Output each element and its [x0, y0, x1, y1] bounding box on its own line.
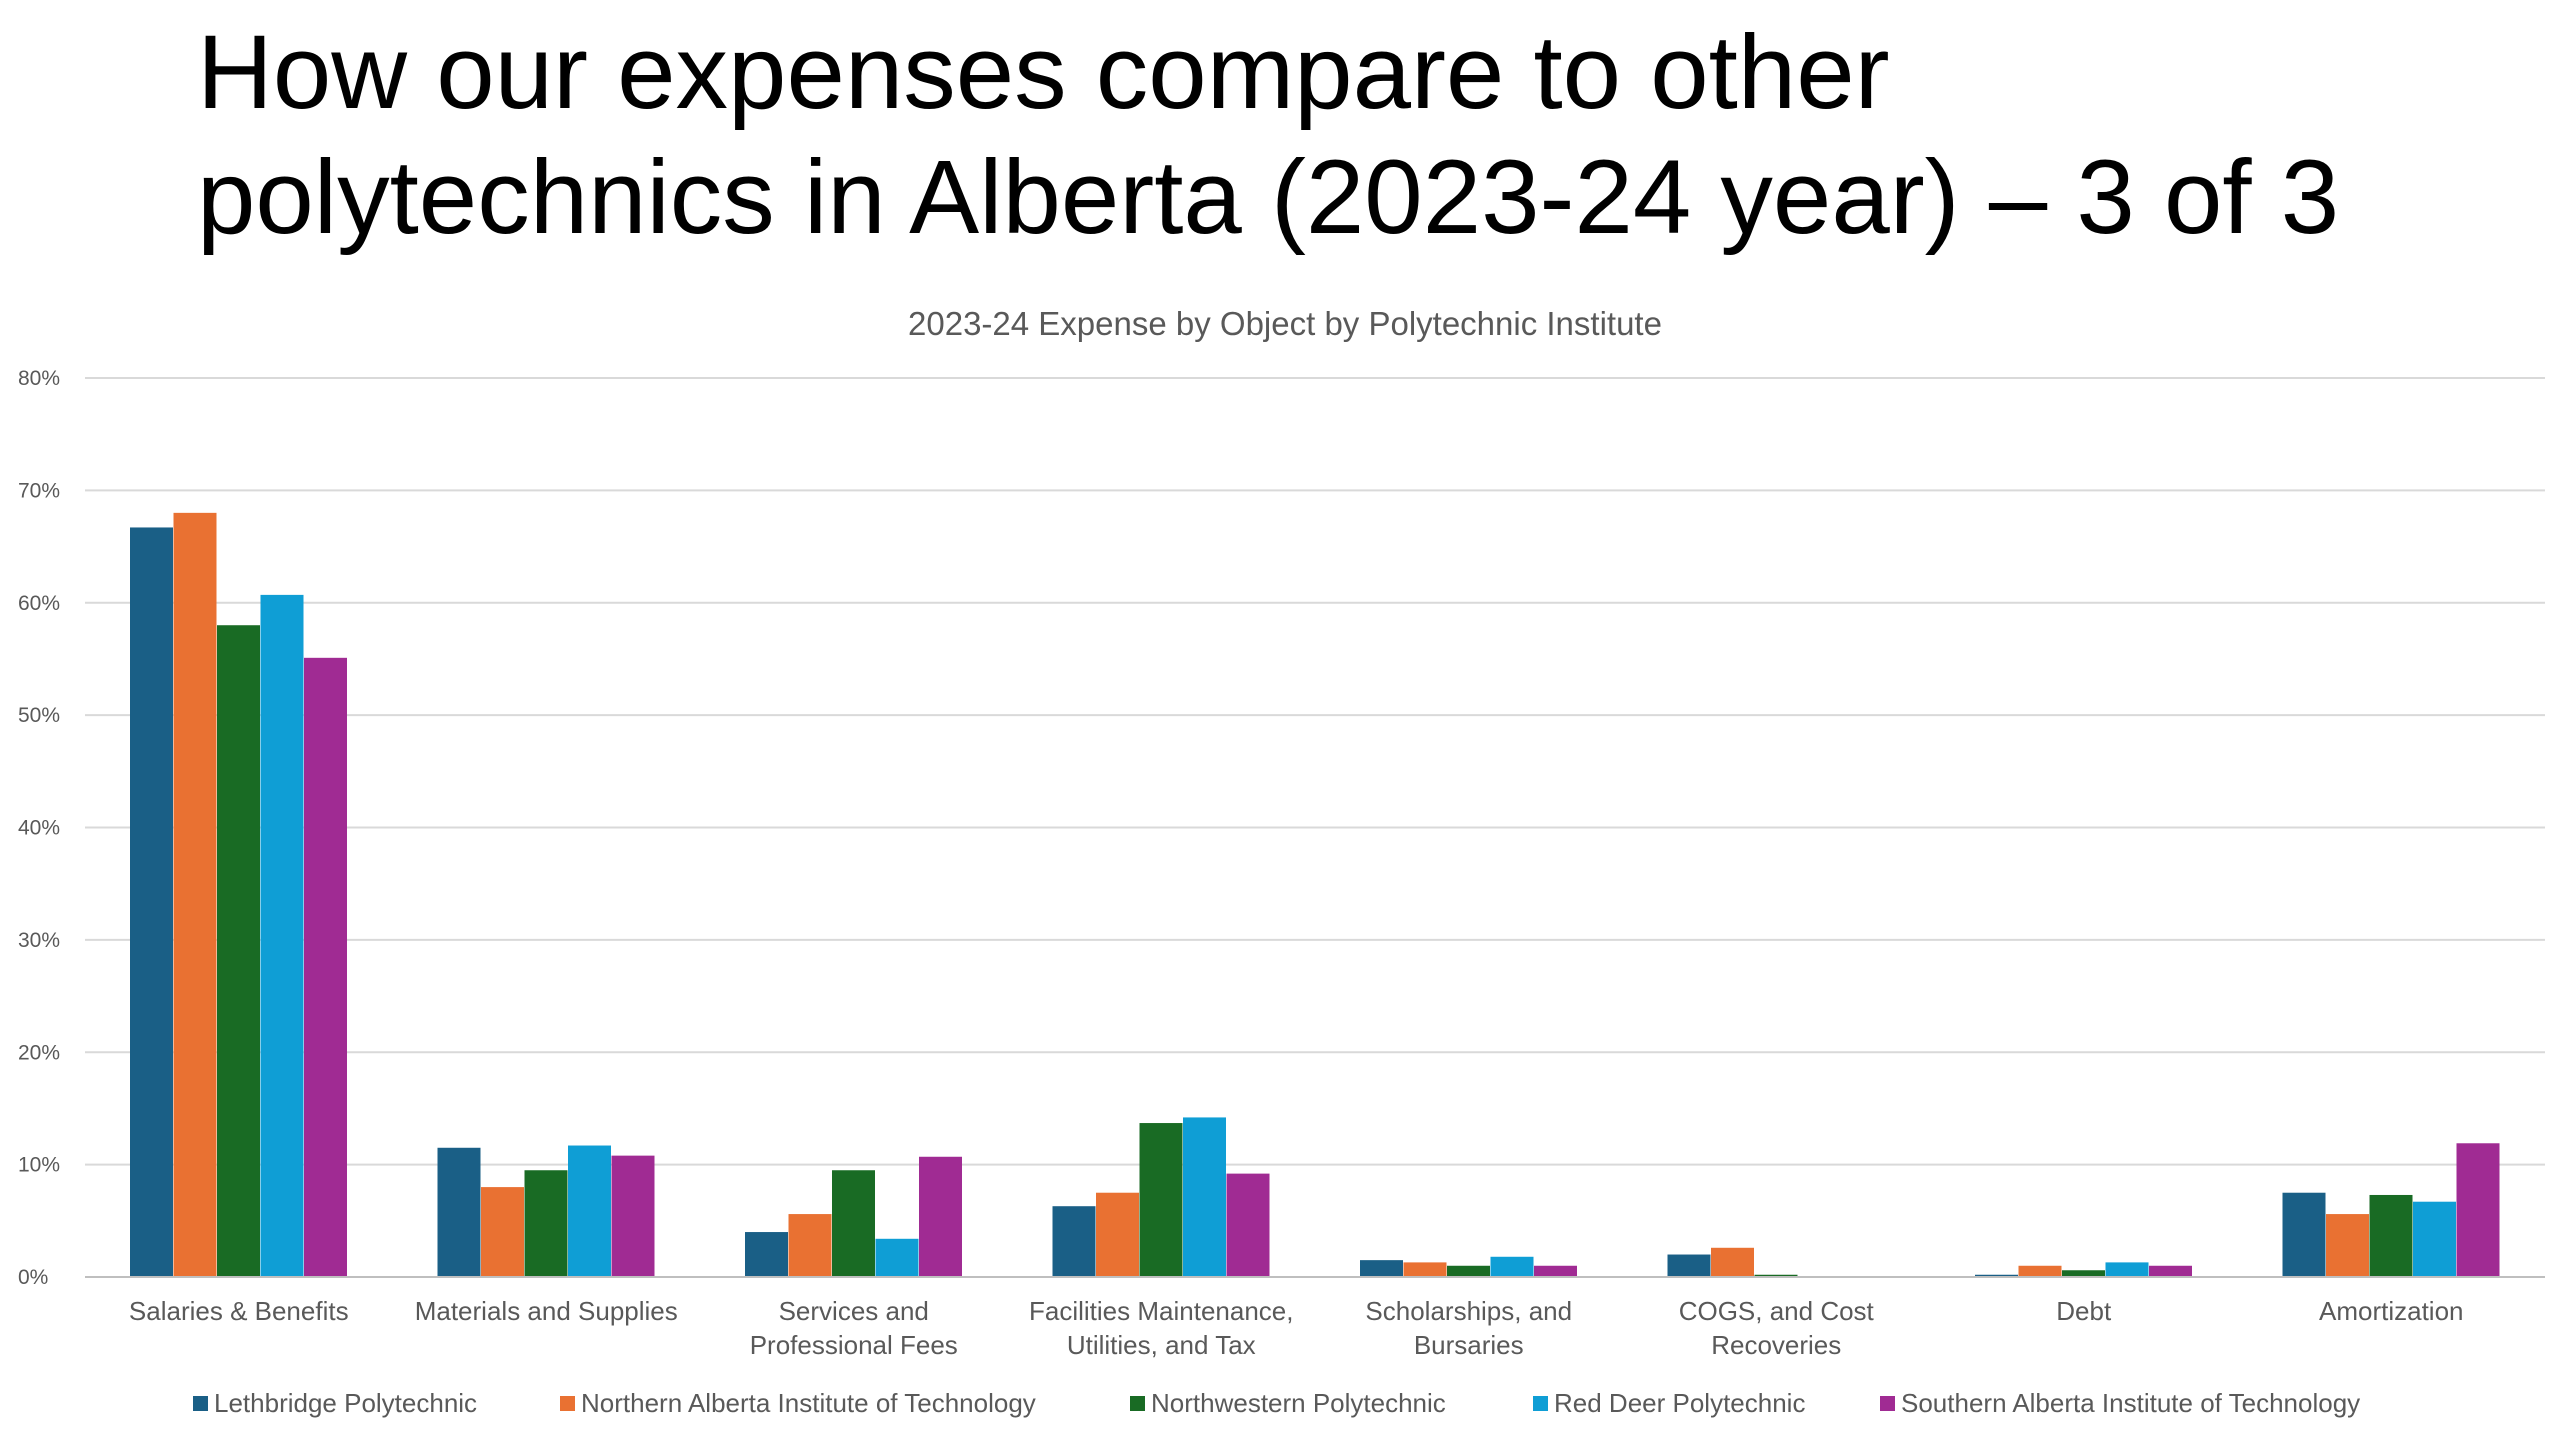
category-label: Recoveries: [1711, 1330, 1841, 1360]
bar: [2326, 1214, 2369, 1277]
slide-title: How our expenses compare to other polyte…: [197, 10, 2497, 260]
bar: [437, 1147, 481, 1277]
legend-swatch: [1130, 1396, 1145, 1411]
y-tick-label: 80%: [18, 367, 60, 390]
slide-title-line-1: How our expenses compare to other: [197, 14, 1890, 131]
category-label: Debt: [2056, 1296, 2112, 1326]
category-label: Bursaries: [1414, 1330, 1524, 1360]
category-label: Utilities, and Tax: [1067, 1330, 1256, 1360]
category-label: Scholarships, and: [1365, 1296, 1572, 1326]
bar: [745, 1232, 788, 1277]
bar: [788, 1214, 832, 1277]
bar: [2456, 1143, 2500, 1277]
legend-label: Southern Alberta Institute of Technology: [1901, 1388, 2360, 1418]
bar: [1139, 1123, 1183, 1277]
category-label: Materials and Supplies: [415, 1296, 678, 1326]
category-label: Facilities Maintenance,: [1029, 1296, 1293, 1326]
category-label: Salaries & Benefits: [129, 1296, 349, 1326]
y-tick-label: 0%: [18, 1266, 48, 1289]
bar: [1226, 1173, 1270, 1277]
y-tick-label: 40%: [18, 817, 60, 840]
y-tick-label: 10%: [18, 1154, 60, 1177]
legend-label: Lethbridge Polytechnic: [214, 1388, 477, 1418]
bar: [1096, 1192, 1139, 1277]
category-label: Amortization: [2319, 1296, 2464, 1326]
bar: [611, 1155, 655, 1277]
gridlines: [85, 377, 2545, 1166]
y-axis-ticks: 0% 10% 20% 30% 40% 50% 60% 70% 80%: [18, 367, 60, 1289]
legend-label: Northwestern Polytechnic: [1151, 1388, 1446, 1418]
y-tick-label: 30%: [18, 929, 60, 952]
bar: [1360, 1260, 1403, 1277]
bar: [1975, 1274, 2018, 1277]
bar: [1490, 1256, 1534, 1277]
slide-title-line-2: polytechnics in Alberta (2023-24 year) –…: [197, 139, 2340, 256]
legend-label: Red Deer Polytechnic: [1554, 1388, 1805, 1418]
y-tick-label: 50%: [18, 704, 60, 727]
y-tick-label: 70%: [18, 479, 60, 502]
bar: [1711, 1247, 1754, 1277]
bar: [2149, 1265, 2192, 1277]
bar: [2282, 1192, 2326, 1277]
bar: [919, 1156, 962, 1277]
y-tick-label: 60%: [18, 592, 60, 615]
bar: [260, 594, 304, 1277]
legend-swatch: [560, 1396, 575, 1411]
category-label: Professional Fees: [750, 1330, 958, 1360]
legend-label: Northern Alberta Institute of Technology: [581, 1388, 1036, 1418]
bar: [481, 1187, 524, 1277]
legend: Lethbridge Polytechnic Northern Alberta I…: [193, 1388, 2360, 1418]
bar: [173, 512, 217, 1277]
category-labels: Salaries & Benefits Materials and Supplie…: [129, 1296, 2464, 1360]
bar: [217, 625, 260, 1277]
bars: [130, 512, 2500, 1277]
category-label: Services and: [779, 1296, 929, 1326]
bar: [1052, 1206, 1096, 1277]
legend-swatch: [1533, 1396, 1548, 1411]
bar: [304, 657, 347, 1277]
y-tick-label: 20%: [18, 1041, 60, 1064]
bar: [524, 1170, 568, 1277]
category-label: COGS, and Cost: [1679, 1296, 1875, 1326]
bar: [1667, 1254, 1711, 1277]
bar: [1534, 1265, 1577, 1277]
chart-title: 2023-24 Expense by Object by Polytechnic…: [908, 305, 1662, 342]
bar: [2062, 1270, 2105, 1277]
bar: [2369, 1194, 2413, 1277]
bar: [2105, 1262, 2149, 1277]
bar: [1183, 1117, 1226, 1277]
legend-swatch: [1880, 1396, 1895, 1411]
bar: [1754, 1274, 1798, 1277]
bar: [1403, 1262, 1447, 1277]
bar: [130, 527, 173, 1277]
legend-swatch: [193, 1396, 208, 1411]
bar: [2018, 1265, 2062, 1277]
bar: [568, 1145, 611, 1277]
bar: [875, 1238, 919, 1277]
bar: [1447, 1265, 1490, 1277]
bar: [832, 1170, 875, 1277]
bar: [2413, 1201, 2456, 1277]
